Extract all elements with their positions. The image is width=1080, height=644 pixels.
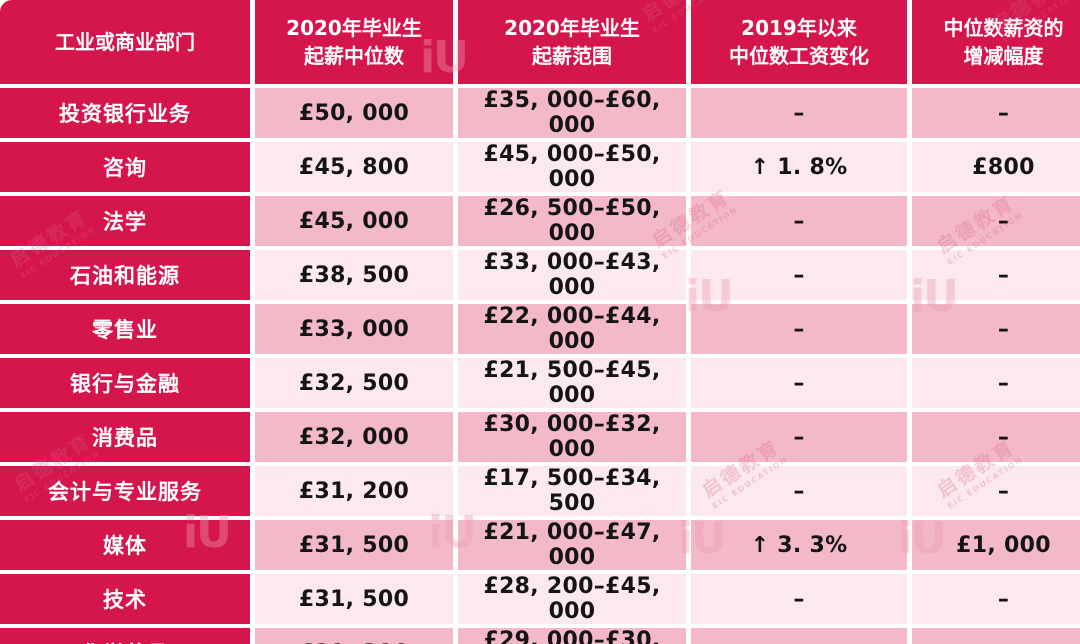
- sector-cell: 化学药品: [0, 628, 250, 644]
- delta-cell: £800: [912, 142, 1080, 192]
- range-cell: £45, 000–£50, 000: [458, 142, 686, 192]
- col-header-range: 2020年毕业生 起薪范围: [458, 0, 686, 84]
- sector-cell: 石油和能源: [0, 250, 250, 300]
- median-cell: £29, 300: [255, 628, 453, 644]
- range-cell: £28, 200–£45, 000: [458, 574, 686, 624]
- change-cell: ↑ 3. 3%: [691, 520, 907, 570]
- delta-cell: –: [912, 466, 1080, 516]
- delta-cell: –: [912, 574, 1080, 624]
- range-cell: £35, 000–£60, 000: [458, 88, 686, 138]
- range-cell: £30, 000–£32, 000: [458, 412, 686, 462]
- change-cell: –: [691, 304, 907, 354]
- range-cell: £22, 000–£44, 000: [458, 304, 686, 354]
- median-cell: £32, 500: [255, 358, 453, 408]
- median-cell: £45, 800: [255, 142, 453, 192]
- sector-cell: 零售业: [0, 304, 250, 354]
- table-row: 法学 £45, 000 £26, 500–£50, 000 – –: [0, 196, 1080, 246]
- change-cell: –: [691, 196, 907, 246]
- median-cell: £32, 000: [255, 412, 453, 462]
- change-cell: –: [691, 250, 907, 300]
- change-cell: –: [691, 466, 907, 516]
- sector-cell: 投资银行业务: [0, 88, 250, 138]
- median-cell: £45, 000: [255, 196, 453, 246]
- change-cell: –: [691, 358, 907, 408]
- delta-cell: –: [912, 304, 1080, 354]
- delta-cell: –: [912, 358, 1080, 408]
- header-row: 工业或商业部门 2020年毕业生 起薪中位数 2020年毕业生 起薪范围 201…: [0, 0, 1080, 84]
- sector-cell: 银行与金融: [0, 358, 250, 408]
- delta-cell: £1, 000: [912, 520, 1080, 570]
- delta-cell: –: [912, 250, 1080, 300]
- table-row: 会计与专业服务 £31, 200 £17, 500–£34, 500 – –: [0, 466, 1080, 516]
- change-cell: –: [691, 628, 907, 644]
- range-cell: £26, 500–£50, 000: [458, 196, 686, 246]
- table-row: 咨询 £45, 800 £45, 000–£50, 000 ↑ 1. 8% £8…: [0, 142, 1080, 192]
- table-row: 技术 £31, 500 £28, 200–£45, 000 – –: [0, 574, 1080, 624]
- table-row: 消费品 £32, 000 £30, 000–£32, 000 – –: [0, 412, 1080, 462]
- sector-cell: 咨询: [0, 142, 250, 192]
- col-header-median: 2020年毕业生 起薪中位数: [255, 0, 453, 84]
- median-cell: £31, 500: [255, 574, 453, 624]
- range-cell: £33, 000–£43, 000: [458, 250, 686, 300]
- sector-cell: 会计与专业服务: [0, 466, 250, 516]
- median-cell: £38, 500: [255, 250, 453, 300]
- table-row: 投资银行业务 £50, 000 £35, 000–£60, 000 – –: [0, 88, 1080, 138]
- sector-cell: 技术: [0, 574, 250, 624]
- sector-cell: 法学: [0, 196, 250, 246]
- change-cell: –: [691, 574, 907, 624]
- table-row: 媒体 £31, 500 £21, 000–£47, 000 ↑ 3. 3% £1…: [0, 520, 1080, 570]
- change-cell: –: [691, 88, 907, 138]
- delta-cell: –: [912, 628, 1080, 644]
- median-cell: £31, 200: [255, 466, 453, 516]
- table-row: 银行与金融 £32, 500 £21, 500–£45, 000 – –: [0, 358, 1080, 408]
- col-header-change: 2019年以来 中位数工资变化: [691, 0, 907, 84]
- sector-cell: 媒体: [0, 520, 250, 570]
- change-cell: ↑ 1. 8%: [691, 142, 907, 192]
- median-cell: £33, 000: [255, 304, 453, 354]
- col-header-sector: 工业或商业部门: [0, 0, 250, 84]
- delta-cell: –: [912, 196, 1080, 246]
- median-cell: £31, 500: [255, 520, 453, 570]
- col-header-delta: 中位数薪资的 增减幅度: [912, 0, 1080, 84]
- table-body: 投资银行业务 £50, 000 £35, 000–£60, 000 – – 咨询…: [0, 88, 1080, 644]
- range-cell: £17, 500–£34, 500: [458, 466, 686, 516]
- range-cell: £21, 000–£47, 000: [458, 520, 686, 570]
- table-row: 零售业 £33, 000 £22, 000–£44, 000 – –: [0, 304, 1080, 354]
- range-cell: £21, 500–£45, 000: [458, 358, 686, 408]
- median-cell: £50, 000: [255, 88, 453, 138]
- table-row: 化学药品 £29, 300 £29, 000–£30, 000 – –: [0, 628, 1080, 644]
- delta-cell: –: [912, 412, 1080, 462]
- table-row: 石油和能源 £38, 500 £33, 000–£43, 000 – –: [0, 250, 1080, 300]
- delta-cell: –: [912, 88, 1080, 138]
- change-cell: –: [691, 412, 907, 462]
- sector-cell: 消费品: [0, 412, 250, 462]
- range-cell: £29, 000–£30, 000: [458, 628, 686, 644]
